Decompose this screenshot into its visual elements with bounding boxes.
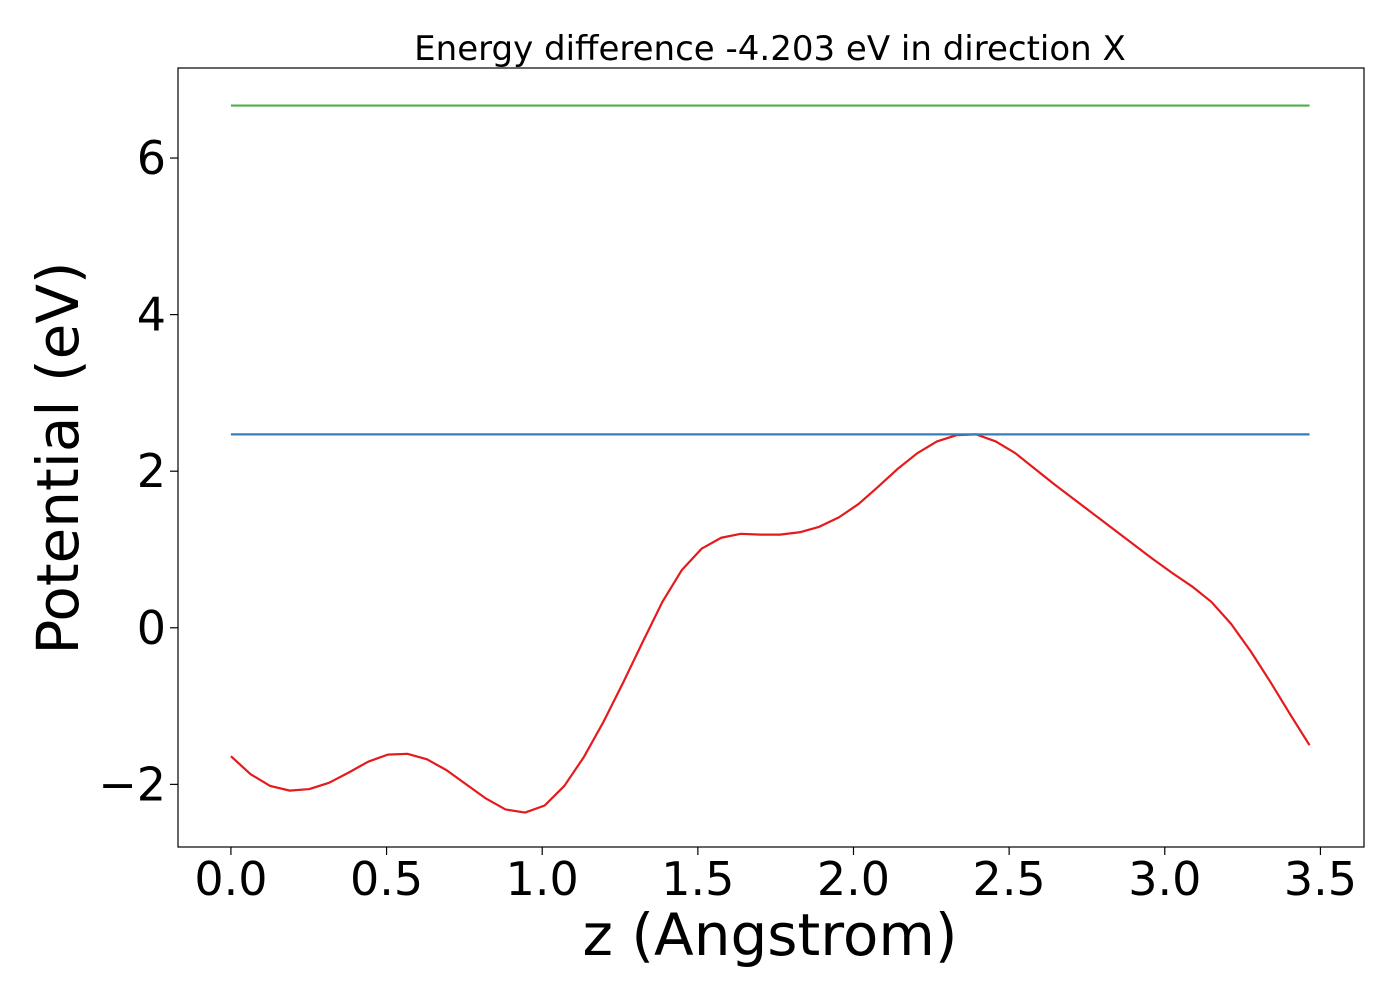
chart-title: Energy difference -4.203 eV in direction… bbox=[414, 29, 1126, 69]
x-tick-label: 0.5 bbox=[350, 852, 423, 906]
x-tick-label: 2.5 bbox=[973, 852, 1046, 906]
x-tick-label: 3.5 bbox=[1284, 852, 1357, 906]
y-tick-label: 2 bbox=[137, 444, 166, 498]
x-axis-label: z (Angstrom) bbox=[583, 901, 958, 969]
series-line-potential bbox=[230, 433, 1311, 814]
y-tick-label: 4 bbox=[137, 288, 166, 342]
x-tick-label: 3.0 bbox=[1128, 852, 1201, 906]
y-tick-label: 6 bbox=[137, 131, 166, 185]
x-tick-label: 1.5 bbox=[661, 852, 734, 906]
x-tick-label: 2.0 bbox=[817, 852, 890, 906]
x-axis-ticks: 0.0 0.5 1.0 1.5 2.0 2.5 3.0 3.5 bbox=[194, 847, 1357, 906]
plot-frame bbox=[177, 67, 1365, 848]
y-axis-ticks: −2 0 2 4 6 bbox=[98, 131, 178, 811]
x-tick-label: 1.0 bbox=[506, 852, 579, 906]
y-axis-label: Potential (eV) bbox=[24, 261, 92, 654]
y-tick-label: 0 bbox=[137, 601, 166, 655]
y-tick-label: −2 bbox=[98, 757, 166, 811]
plot-series-group bbox=[230, 104, 1311, 814]
x-tick-label: 0.0 bbox=[194, 852, 267, 906]
